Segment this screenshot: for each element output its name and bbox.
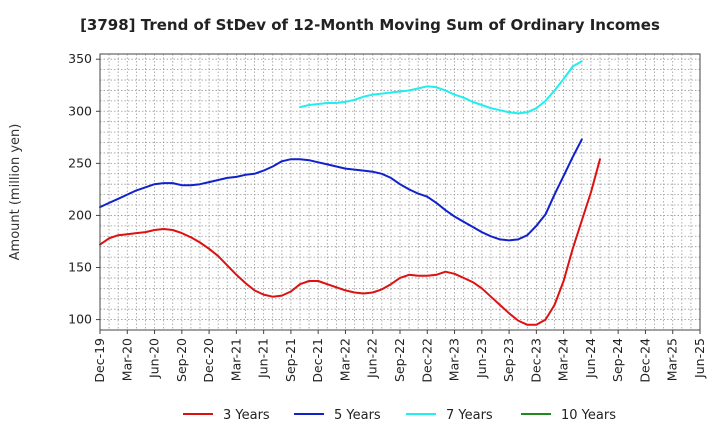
y-ticks: 100 150 200 250 300 350 [68,51,100,327]
x-tick-label: Dec-23 [528,338,543,383]
y-tick-label: 150 [68,260,92,275]
grid [100,54,700,330]
x-tick-label: Mar-23 [447,338,462,381]
x-tick-label: Dec-20 [201,338,216,383]
x-tick-label: Dec-21 [310,338,325,383]
x-tick-label: Jun-22 [365,338,380,379]
y-tick-label: 200 [68,207,92,222]
x-tick-label: Jun-25 [692,338,707,379]
legend-label-3-years: 3 Years [223,408,270,423]
y-tick-label: 100 [68,312,92,327]
x-tick-label: Jun-21 [256,338,271,379]
x-tick-label: Mar-20 [119,338,134,381]
legend-label-5-years: 5 Years [334,408,381,423]
x-tick-label: Sep-22 [392,338,407,382]
legend-label-10-years: 10 Years [561,408,616,423]
y-tick-label: 250 [68,155,92,170]
x-tick-label: Sep-20 [174,338,189,382]
x-tick-label: Jun-23 [474,338,489,379]
x-ticks: Dec-19 Mar-20 Jun-20 Sep-20 Dec-20 Mar-21 Jun-… [92,330,707,383]
series-line-3-years [99,158,601,326]
x-tick-label: Sep-24 [610,338,625,382]
x-tick-label: Mar-22 [337,338,352,381]
legend: 3 Years 5 Years 7 Years 10 Years [183,408,616,423]
x-tick-label: Jun-20 [147,338,162,379]
series-line-7-years [299,60,583,115]
y-tick-label: 300 [68,103,92,118]
x-tick-label: Sep-23 [501,338,516,382]
x-tick-label: Jun-24 [583,338,598,379]
series-layer [99,60,601,326]
x-tick-label: Mar-21 [228,338,243,381]
x-tick-label: Sep-21 [283,338,298,382]
series-line-5-years [99,138,583,242]
x-tick-label: Mar-24 [556,338,571,381]
chart-title: [3798] Trend of StDev of 12-Month Moving… [80,16,660,34]
y-tick-label: 350 [68,51,92,66]
x-tick-label: Dec-22 [419,338,434,383]
legend-label-7-years: 7 Years [446,408,493,423]
x-tick-label: Mar-25 [665,338,680,381]
x-tick-label: Dec-24 [637,338,652,383]
x-tick-label: Dec-19 [92,338,107,383]
y-axis-label: Amount (million yen) [8,124,23,261]
